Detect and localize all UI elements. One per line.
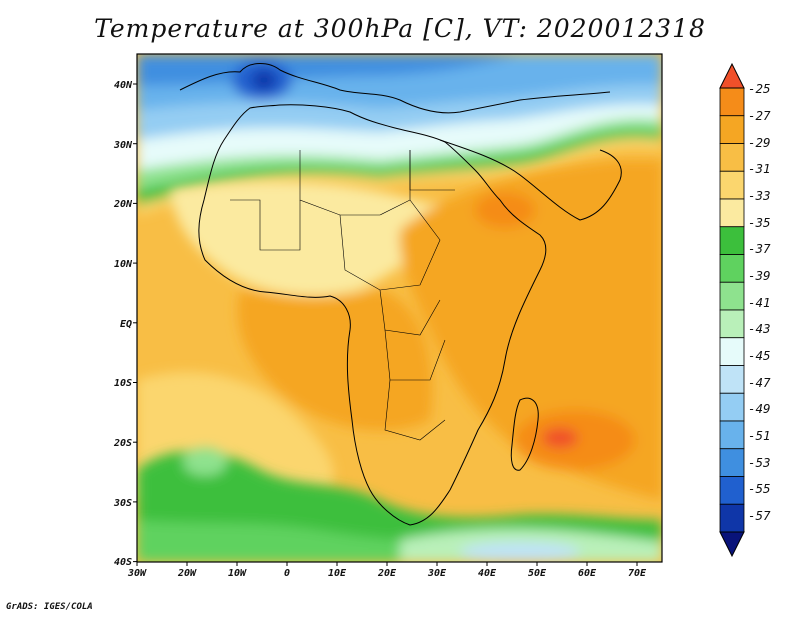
colorbar-label: -57 bbox=[748, 508, 771, 523]
colorbar-box bbox=[719, 365, 745, 394]
field-cool-spot bbox=[183, 448, 227, 476]
colorbar-box bbox=[719, 503, 745, 533]
europe-coastline bbox=[179, 63, 611, 114]
lat-tick-40s: 40S bbox=[114, 557, 132, 568]
colorbar-box bbox=[719, 198, 745, 228]
colorbar-top-arrow bbox=[719, 62, 745, 89]
lat-tick-30s: 30S bbox=[113, 498, 132, 509]
axis-tick-marks bbox=[133, 83, 638, 566]
lon-tick-70e: 70E bbox=[628, 568, 647, 579]
colorbar-bottom-arrow bbox=[719, 531, 745, 558]
colorbar-label: -43 bbox=[748, 321, 771, 336]
colorbar-label: -47 bbox=[748, 375, 771, 390]
country-borders bbox=[230, 150, 455, 441]
map-frame bbox=[136, 53, 663, 563]
lon-tick-20w: 20W bbox=[177, 568, 197, 579]
colorbar-label: -29 bbox=[748, 135, 771, 150]
colorbar-box bbox=[719, 420, 745, 450]
colorbar-box bbox=[719, 170, 745, 200]
colorbar-label: -35 bbox=[748, 215, 771, 230]
colorbar-label: -31 bbox=[748, 161, 771, 176]
africa-coastline bbox=[198, 104, 547, 526]
lat-tick-10s: 10S bbox=[114, 378, 132, 389]
colorbar-box bbox=[719, 226, 745, 255]
field-band-ltblue-s bbox=[460, 542, 580, 562]
coastlines bbox=[179, 63, 622, 526]
colorbar-label: -41 bbox=[748, 295, 771, 310]
colorbar-box bbox=[719, 392, 745, 422]
colorbar-box bbox=[719, 254, 745, 283]
lat-tick-40n: 40N bbox=[114, 80, 133, 91]
lat-axis: 40N 30N 20N 10N EQ 10S 20S 30S 40S bbox=[113, 80, 133, 568]
colorbar-label: -25 bbox=[748, 81, 771, 96]
colorbar-label: -33 bbox=[748, 188, 771, 203]
lat-tick-30n: 30N bbox=[113, 140, 133, 151]
colorbar-box bbox=[719, 281, 745, 311]
lon-tick-10e: 10E bbox=[328, 568, 347, 579]
colorbar-label: -53 bbox=[748, 455, 771, 470]
lon-tick-0: 0 bbox=[284, 568, 290, 579]
grads-credit: GrADS: IGES/COLA bbox=[6, 602, 93, 612]
colorbar-label: -55 bbox=[748, 481, 771, 496]
field-warm-red-sea bbox=[475, 192, 535, 228]
colorbar-label: -39 bbox=[748, 268, 771, 283]
lon-tick-10w: 10W bbox=[228, 568, 247, 579]
colorbar-box bbox=[719, 309, 745, 339]
lon-tick-30e: 30E bbox=[427, 568, 447, 579]
colorbar: -25 -27 -29 -31 -33 -35 -37 -39 -41 -43 … bbox=[719, 62, 771, 558]
colorbar-labels: -25 -27 -29 -31 -33 -35 -37 -39 -41 -43 … bbox=[748, 81, 771, 523]
colorbar-box bbox=[719, 143, 745, 172]
colorbar-box bbox=[719, 115, 745, 144]
arabia-coastline bbox=[439, 139, 622, 221]
colorbar-label: -27 bbox=[748, 108, 771, 123]
field-cold-core-inner bbox=[252, 70, 276, 90]
colorbar-label: -49 bbox=[748, 401, 771, 416]
lat-tick-20s: 20S bbox=[113, 438, 132, 449]
border-5 bbox=[384, 379, 446, 441]
colorbar-label: -51 bbox=[748, 428, 771, 443]
colorbar-box bbox=[719, 337, 745, 366]
lat-tick-10n: 10N bbox=[114, 259, 133, 270]
border-6 bbox=[230, 199, 301, 251]
border-7 bbox=[409, 150, 455, 191]
lon-tick-60e: 60E bbox=[578, 568, 597, 579]
madagascar-coastline bbox=[510, 397, 539, 471]
border-4 bbox=[384, 329, 446, 381]
border-1 bbox=[299, 150, 411, 216]
field-orange-central bbox=[237, 290, 433, 431]
lon-tick-40e: 40E bbox=[478, 568, 497, 579]
lon-tick-50e: 50E bbox=[528, 568, 547, 579]
colorbar-box bbox=[719, 448, 745, 477]
colorbar-boxes bbox=[719, 87, 745, 533]
border-3 bbox=[379, 289, 441, 336]
lat-tick-eq: EQ bbox=[120, 319, 132, 330]
lon-axis: 30W 20W 10W 0 10E 20E 30E 40E 50E 60E 70… bbox=[127, 568, 647, 579]
colorbar-box bbox=[719, 87, 745, 117]
colorbar-label: -45 bbox=[748, 348, 771, 363]
colorbar-label: -37 bbox=[748, 241, 771, 256]
field-warm-core bbox=[542, 428, 578, 448]
lon-tick-20e: 20E bbox=[377, 568, 397, 579]
field-pale-west bbox=[170, 181, 470, 296]
temperature-field bbox=[137, 54, 662, 562]
lon-tick-30w: 30W bbox=[127, 568, 147, 579]
colorbar-box bbox=[719, 476, 745, 505]
border-2 bbox=[339, 199, 441, 291]
lat-tick-20n: 20N bbox=[113, 199, 133, 210]
chart-title: Temperature at 300hPa [C], VT: 202001231… bbox=[94, 14, 706, 43]
